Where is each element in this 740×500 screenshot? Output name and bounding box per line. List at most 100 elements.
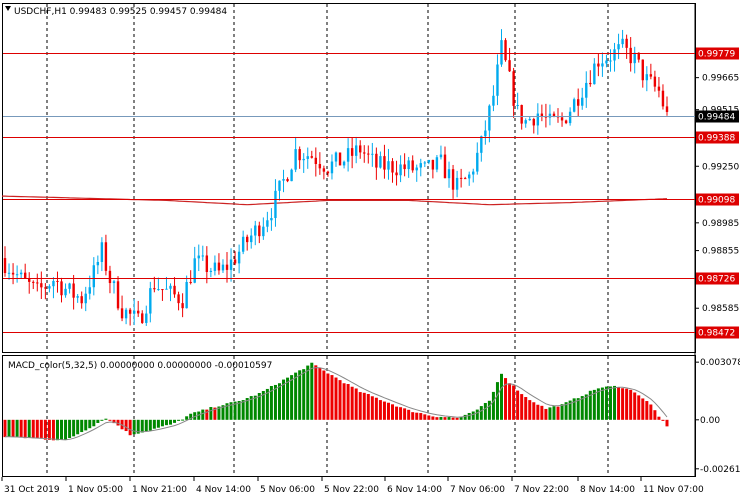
candle-body (621, 38, 624, 45)
macd-bar (51, 419, 55, 441)
candle-body (298, 149, 301, 161)
macd-bar (205, 409, 209, 420)
candle-body (40, 283, 43, 288)
macd-bar (209, 407, 213, 420)
candle-body (104, 242, 108, 271)
price-line-label: 0.98726 (698, 275, 735, 285)
macd-bar (350, 386, 354, 420)
macd-bar (608, 386, 612, 420)
candle-body (76, 296, 79, 298)
macd-bar (132, 419, 136, 435)
macd-bar (84, 419, 88, 431)
candle-body (302, 158, 305, 161)
macd-bar (556, 406, 560, 420)
candle-body (391, 161, 394, 173)
macd-bar (572, 398, 576, 420)
macd-bar (286, 377, 290, 420)
candle-body (508, 60, 511, 72)
macd-bar (564, 402, 568, 420)
macd-bar (169, 419, 172, 425)
macd-bar (423, 414, 427, 420)
candle-body (221, 264, 225, 271)
macd-bar (3, 419, 7, 438)
macd-bar (617, 387, 621, 420)
candle-body (379, 156, 382, 168)
candle-body (60, 281, 63, 296)
time-tick-label: 7 Nov 06:00 (450, 485, 505, 495)
macd-bar (302, 369, 306, 420)
candle-body (120, 308, 124, 319)
macd-bar (459, 416, 463, 420)
macd-bar (39, 419, 43, 439)
candle-body (540, 113, 544, 117)
macd-bar (528, 400, 532, 420)
macd-bar (439, 416, 443, 420)
macd-signal-line (5, 367, 668, 441)
macd-bar (156, 419, 160, 428)
candle-body (64, 288, 67, 296)
candle-body (516, 104, 519, 106)
candle-body (44, 287, 47, 289)
price-tick-label: 0.99515 (702, 106, 739, 116)
candle-body (585, 82, 588, 98)
macd-bar (536, 404, 540, 420)
macd-bar (346, 384, 350, 420)
candle-body (149, 288, 152, 314)
candle-body (306, 156, 309, 159)
symbol-header-text: USDCHF,H1 0.99483 0.99525 0.99457 0.9948… (14, 7, 227, 17)
candle-body (637, 52, 640, 60)
candle-body (338, 152, 342, 166)
macd-bar (645, 401, 649, 420)
price-tick-label: 0.99665 (702, 74, 739, 84)
macd-bar (265, 388, 269, 420)
candle-body (593, 63, 596, 85)
candle-body (100, 242, 104, 262)
macd-bar (245, 398, 249, 420)
candle-body (613, 49, 616, 61)
macd-bar (604, 386, 608, 420)
candle-body (286, 179, 289, 182)
candle-body (472, 171, 475, 175)
price-pane[interactable] (2, 3, 696, 353)
macd-bar (516, 390, 520, 420)
macd-bar (584, 394, 588, 420)
macd-bar (72, 419, 76, 437)
macd-bar (633, 392, 637, 420)
candle-body (145, 313, 148, 323)
candle-body (617, 44, 620, 50)
candle-body (68, 283, 71, 289)
candle-body (589, 82, 592, 85)
candle-body (314, 157, 318, 165)
macd-bar (504, 378, 508, 420)
price-tick-label: 0.98985 (702, 219, 739, 229)
macd-bar (92, 419, 96, 427)
candle-body (52, 280, 55, 287)
indicator-header-text: MACD_color(5,32,5) 0.00000000 0.00000000… (8, 361, 272, 371)
candle-body (383, 156, 386, 170)
macd-bar (76, 419, 80, 435)
time-tick-label: 7 Nov 22:00 (514, 485, 569, 495)
macd-bar (415, 412, 419, 420)
candle-body (88, 287, 91, 294)
macd-bar (140, 419, 144, 433)
macd-bar (471, 411, 475, 420)
macd-bar (491, 391, 495, 420)
macd-bar (19, 419, 23, 438)
candle-body (169, 285, 172, 289)
candle-body (463, 178, 467, 180)
macd-bar (160, 419, 164, 427)
price-tick-label: 0.99250 (702, 162, 739, 172)
macd-bar (152, 419, 156, 429)
macd-bar (338, 380, 342, 420)
macd-bar (596, 388, 600, 420)
macd-bar (370, 396, 374, 420)
macd-bar (386, 402, 390, 420)
macd-bar (483, 402, 487, 420)
candle-body (245, 236, 249, 243)
macd-bar (322, 370, 326, 420)
macd-bar (391, 404, 395, 420)
candle-body (141, 313, 144, 323)
candle-body (407, 160, 410, 170)
macd-bar (35, 419, 39, 439)
